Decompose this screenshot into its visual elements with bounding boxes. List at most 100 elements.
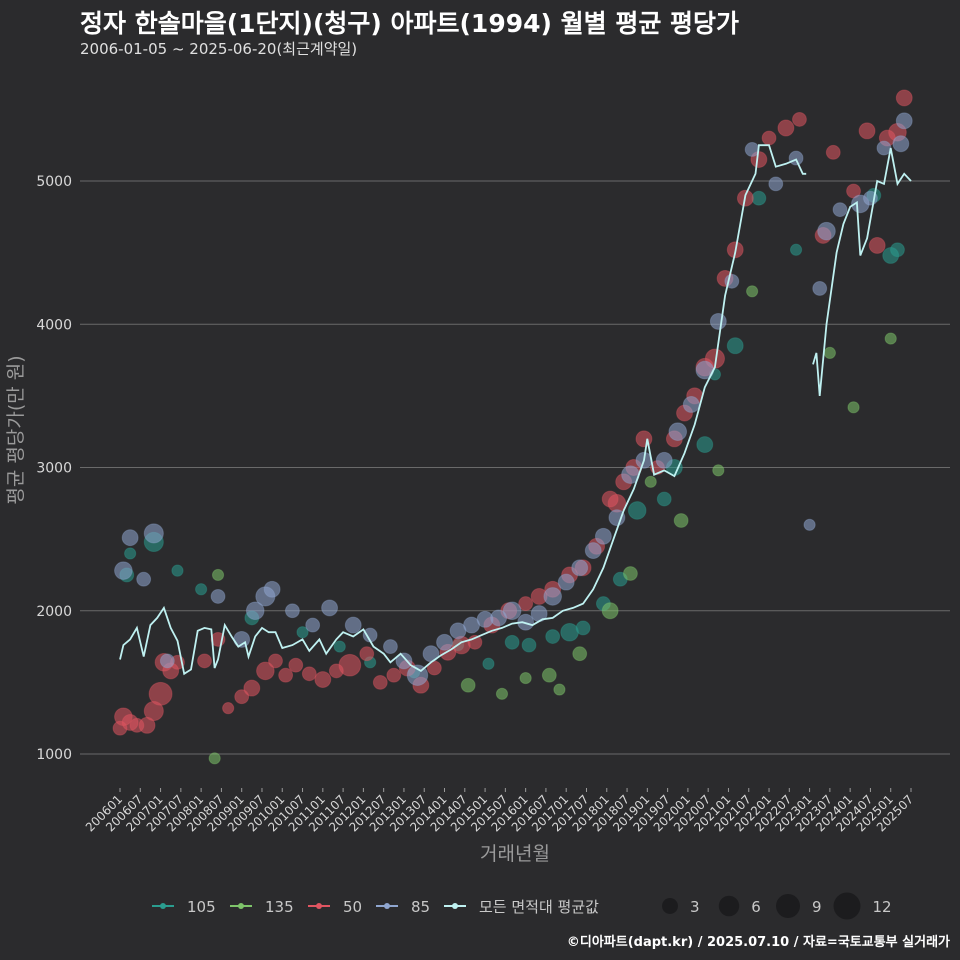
point-85 [159, 653, 175, 669]
point-85 [812, 281, 828, 296]
point-135 [884, 332, 897, 345]
point-85 [832, 202, 848, 218]
point-85 [143, 523, 164, 544]
point-135 [495, 687, 509, 700]
point-50 [426, 660, 442, 676]
point-135 [460, 677, 476, 693]
point-135 [601, 602, 619, 620]
legend-label: 모든 면적대 평균값 [479, 898, 599, 916]
point-85 [557, 573, 575, 591]
legend-size-circle [718, 895, 740, 917]
point-85 [490, 609, 508, 627]
point-135 [823, 346, 836, 359]
point-50 [148, 681, 173, 706]
credit-text: ©디아파트(dapt.kr) / 2025.07.10 / 자료=국토교통부 실… [566, 935, 950, 950]
point-85 [892, 135, 910, 153]
point-50 [314, 671, 332, 688]
point-105 [656, 491, 672, 507]
point-85 [284, 603, 300, 619]
point-85 [502, 601, 522, 621]
page-subtitle: 2006-01-05 ~ 2025-06-20(최근계약일) [80, 40, 358, 58]
point-85 [321, 599, 339, 617]
page-title: 정자 한솔마을(1단지)(청구) 아파트(1994) 월별 평균 평당가 [80, 9, 740, 38]
point-85 [876, 140, 892, 156]
y-tick-label: 2000 [36, 604, 72, 620]
point-85 [395, 652, 413, 670]
point-85 [655, 451, 673, 469]
point-105 [575, 620, 591, 636]
point-85 [449, 622, 467, 640]
point-50 [452, 635, 471, 655]
point-135 [572, 646, 588, 662]
point-105 [521, 637, 537, 653]
legend-size-circle [776, 894, 800, 918]
point-85 [245, 601, 265, 621]
x-axis-label: 거래년월 [480, 843, 550, 865]
point-50 [301, 666, 317, 682]
point-85 [682, 396, 700, 413]
point-135 [847, 401, 860, 414]
legend-label: 50 [343, 898, 362, 916]
point-85 [709, 312, 727, 330]
point-50 [635, 430, 653, 448]
point-85 [463, 616, 480, 634]
point-135 [673, 513, 689, 528]
point-105 [195, 583, 208, 596]
point-50 [268, 653, 283, 669]
point-85 [543, 587, 562, 606]
legend-size-label: 12 [872, 898, 891, 916]
legend-size-circle [833, 892, 861, 920]
point-135 [211, 568, 225, 582]
average-line [119, 144, 912, 676]
point-50 [338, 653, 362, 677]
point-135 [644, 475, 657, 488]
average-line-segment [812, 147, 912, 396]
legend-label: 135 [265, 898, 294, 916]
y-tick-label: 5000 [36, 174, 72, 190]
point-85 [136, 571, 152, 587]
point-50 [518, 596, 534, 612]
point-50 [895, 89, 913, 107]
point-85 [803, 518, 816, 531]
point-105 [333, 640, 346, 653]
point-85 [668, 422, 688, 441]
point-85 [383, 639, 398, 654]
point-50 [222, 702, 235, 715]
point-50 [243, 679, 261, 697]
point-135 [553, 683, 566, 696]
point-135 [541, 667, 557, 683]
point-50 [846, 183, 861, 199]
point-50 [792, 111, 807, 127]
point-135 [208, 752, 221, 765]
legend-dot [384, 903, 390, 909]
point-85 [608, 509, 626, 527]
point-105 [545, 629, 561, 644]
point-50 [256, 661, 275, 681]
point-50 [761, 130, 777, 146]
point-50 [858, 122, 876, 140]
point-105 [627, 501, 647, 520]
point-105 [482, 657, 495, 670]
legend-label: 105 [187, 898, 216, 916]
legend: 105 135 50 85 모든 면적대 평균값 3 6 9 12 [152, 892, 892, 920]
point-135 [623, 566, 638, 581]
point-135 [519, 671, 532, 685]
point-85 [436, 633, 453, 651]
scatter-points [112, 89, 913, 765]
point-85 [895, 112, 913, 130]
legend-dot [316, 903, 322, 909]
point-135 [746, 285, 759, 298]
point-105 [789, 243, 803, 256]
point-85 [788, 150, 804, 166]
point-85 [768, 176, 784, 192]
y-tick-label: 1000 [36, 747, 72, 763]
point-105 [696, 436, 714, 454]
point-85 [263, 580, 281, 598]
y-axis-label: 평균 평당가(만 원) [5, 355, 27, 504]
point-50 [197, 653, 212, 669]
point-50 [825, 144, 841, 160]
point-105 [124, 547, 137, 560]
legend-label: 85 [411, 898, 430, 916]
point-50 [868, 237, 886, 254]
